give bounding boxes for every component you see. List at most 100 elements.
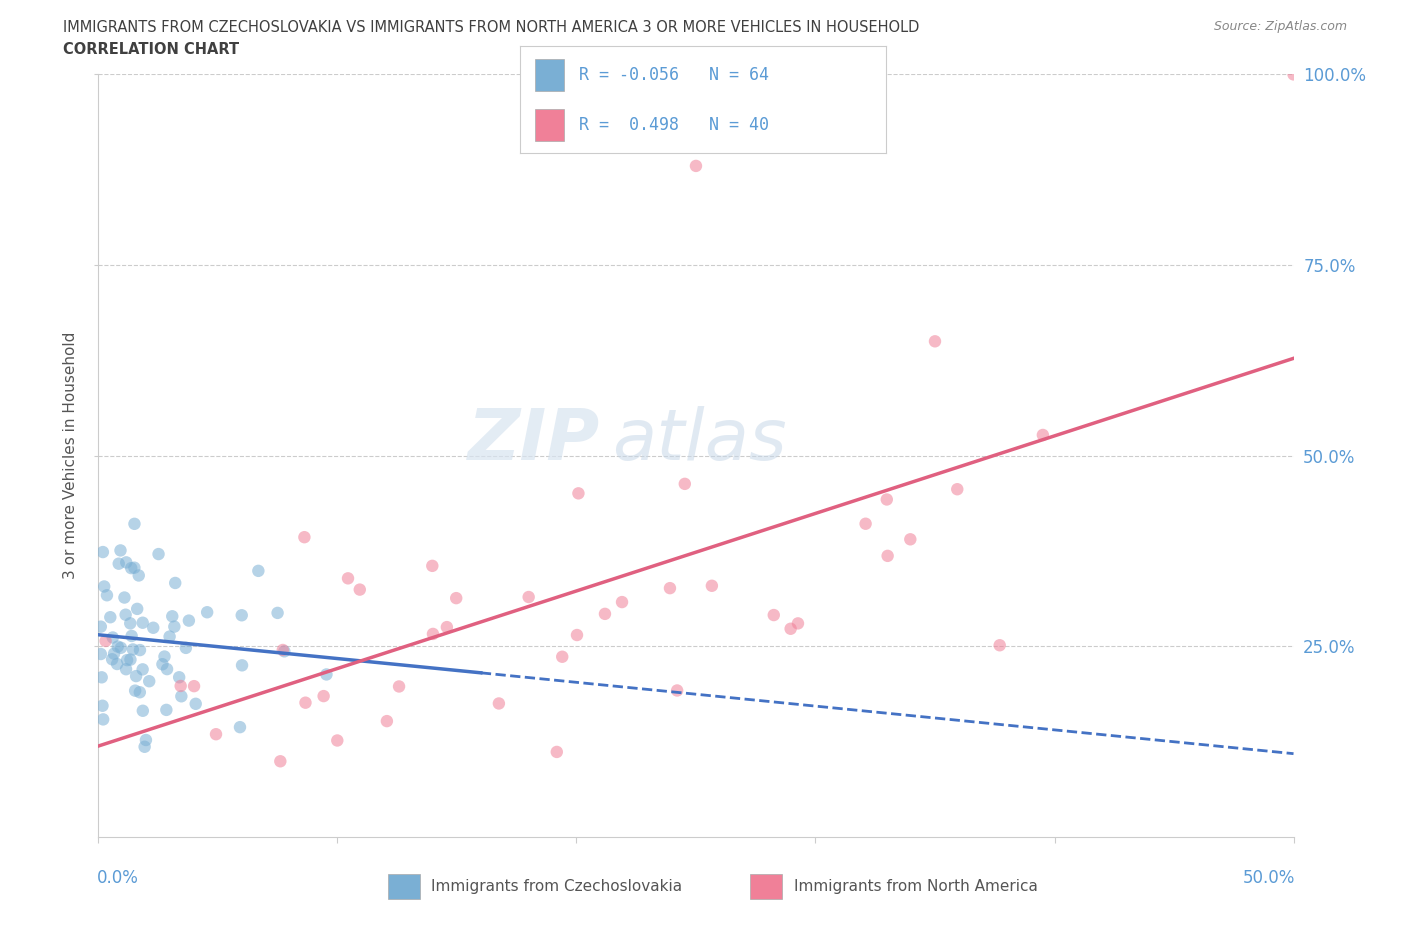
Point	[195, 604, 218, 619]
Point	[103, 646, 125, 661]
Point	[946, 482, 969, 497]
Point	[125, 669, 148, 684]
Point	[567, 485, 589, 500]
Point	[128, 568, 150, 583]
Point	[121, 629, 143, 644]
Point	[96, 588, 118, 603]
Point	[91, 712, 114, 727]
Point	[132, 703, 155, 718]
Point	[898, 532, 921, 547]
Text: Immigrants from North America: Immigrants from North America	[793, 879, 1038, 894]
Point	[162, 609, 184, 624]
Point	[124, 516, 146, 531]
Point	[271, 643, 294, 658]
Point	[129, 643, 152, 658]
Point	[546, 745, 568, 760]
Point	[312, 688, 335, 703]
Point	[779, 621, 801, 636]
Text: ZIP: ZIP	[468, 406, 600, 475]
Point	[855, 516, 877, 531]
Point	[924, 334, 946, 349]
Point	[231, 608, 253, 623]
Point	[337, 571, 360, 586]
Point	[115, 662, 138, 677]
Point	[107, 556, 129, 571]
Bar	[388, 874, 419, 898]
Point	[94, 633, 117, 648]
Point	[122, 642, 145, 657]
Point	[128, 684, 150, 699]
Bar	[534, 60, 564, 91]
Text: Immigrants from Czechoslovakia: Immigrants from Czechoslovakia	[432, 879, 682, 894]
Point	[134, 739, 156, 754]
Point	[685, 158, 707, 173]
Text: Source: ZipAtlas.com: Source: ZipAtlas.com	[1213, 20, 1347, 33]
Point	[184, 697, 207, 711]
Point	[177, 613, 200, 628]
Point	[205, 726, 228, 741]
Point	[231, 658, 253, 672]
Point	[593, 606, 616, 621]
Y-axis label: 3 or more Vehicles in Household: 3 or more Vehicles in Household	[63, 332, 79, 579]
Point	[120, 616, 142, 631]
Point	[127, 602, 149, 617]
Point	[565, 628, 588, 643]
Point	[673, 476, 696, 491]
Point	[114, 607, 136, 622]
Point	[165, 576, 187, 591]
Point	[167, 670, 190, 684]
Point	[436, 619, 458, 634]
Point	[375, 713, 398, 728]
Point	[326, 733, 349, 748]
Point	[91, 545, 114, 560]
Point	[269, 754, 291, 769]
Point	[107, 639, 129, 654]
Point	[787, 616, 810, 631]
Text: atlas: atlas	[613, 406, 787, 475]
Point	[105, 657, 128, 671]
Point	[98, 610, 121, 625]
Point	[120, 561, 142, 576]
Point	[876, 549, 898, 564]
Point	[110, 641, 132, 656]
Point	[762, 607, 785, 622]
Point	[101, 630, 124, 644]
Point	[131, 662, 153, 677]
Point	[183, 679, 205, 694]
Point	[488, 696, 510, 711]
Point	[610, 594, 633, 609]
Text: CORRELATION CHART: CORRELATION CHART	[63, 42, 239, 57]
Point	[876, 492, 898, 507]
Point	[988, 638, 1011, 653]
Point	[170, 689, 193, 704]
Point	[90, 619, 112, 634]
Point	[101, 652, 124, 667]
Point	[135, 733, 157, 748]
Point	[444, 591, 467, 605]
Bar	[534, 109, 564, 140]
Point	[700, 578, 723, 593]
Text: 0.0%: 0.0%	[97, 869, 139, 887]
Point	[152, 657, 174, 671]
Point	[294, 530, 316, 545]
Point	[115, 555, 138, 570]
Point	[156, 661, 179, 676]
Point	[1032, 428, 1054, 443]
Point	[159, 630, 181, 644]
Point	[131, 616, 153, 631]
Point	[658, 580, 681, 595]
Point	[247, 564, 270, 578]
Point	[388, 679, 411, 694]
Point	[153, 649, 176, 664]
Point	[517, 590, 540, 604]
Point	[114, 591, 136, 605]
Point	[110, 543, 132, 558]
Point	[155, 702, 177, 717]
Point	[551, 649, 574, 664]
Point	[229, 720, 252, 735]
Text: R =  0.498   N = 40: R = 0.498 N = 40	[579, 115, 769, 134]
Point	[315, 667, 337, 682]
Point	[148, 547, 170, 562]
Point	[273, 644, 295, 658]
Point	[120, 652, 142, 667]
